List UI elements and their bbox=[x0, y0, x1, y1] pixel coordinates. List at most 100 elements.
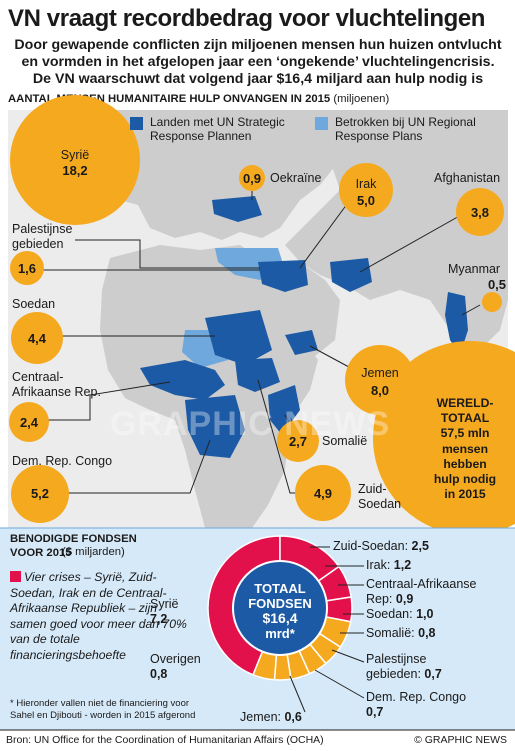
country-name-yemen: Jemen bbox=[361, 366, 399, 380]
wt-line: 57,5 mln bbox=[440, 426, 490, 441]
world-total-text: WERELD- TOTAAL 57,5 mln mensen hebben hu… bbox=[420, 396, 510, 502]
ring-name: Overigen bbox=[150, 652, 201, 666]
label-line: Afrikaanse Rep. bbox=[12, 385, 101, 399]
ring-label-soedan: Soedan: 1,0 bbox=[366, 607, 433, 622]
ring-name: Syrië bbox=[150, 597, 179, 611]
country-value-yemen: 8,0 bbox=[370, 383, 390, 398]
region-sudan bbox=[205, 310, 272, 365]
center-line: $16,4 bbox=[262, 610, 298, 626]
ring-value: 0,7 bbox=[366, 705, 384, 719]
region-yemen bbox=[285, 330, 318, 355]
note-swatch bbox=[10, 571, 21, 582]
subtitle-line: Door gewapende conflicten zijn miljoenen… bbox=[14, 37, 502, 53]
map-unit: (miljoenen) bbox=[333, 93, 390, 105]
ring-name: Irak: bbox=[366, 558, 391, 572]
ring-value: 0,8 bbox=[418, 626, 436, 640]
center-line: FONDSEN bbox=[248, 596, 312, 611]
ring-label-car: Centraal-Afrikaanse Rep: 0,9 bbox=[366, 577, 476, 607]
country-value-sudan: 4,4 bbox=[27, 331, 47, 346]
funding-unit: ($ miljarden) bbox=[62, 546, 125, 558]
wt-line: WERELD- bbox=[436, 396, 494, 410]
donut-slice bbox=[273, 653, 292, 681]
bubble-afghanistan bbox=[456, 188, 504, 236]
ring-name: Centraal-Afrikaanse bbox=[366, 577, 477, 591]
leader-line-car bbox=[40, 381, 171, 421]
country-name-car: Centraal- Afrikaanse Rep. bbox=[12, 370, 101, 400]
ring-value: 2,5 bbox=[411, 539, 429, 553]
watermark: GRAPHIC NEWS bbox=[110, 405, 391, 443]
wt-line: hulp nodig bbox=[433, 472, 497, 487]
footnote: * Hieronder vallen niet de financiering … bbox=[10, 698, 196, 721]
legend-line: Betrokken bij UN Regional bbox=[335, 115, 476, 129]
ring-label-syrie: Syrië 7,2 bbox=[150, 597, 195, 627]
country-name-afghanistan: Afghanistan bbox=[434, 171, 501, 185]
ring-label-drc: Dem. Rep. Congo 0,7 bbox=[366, 690, 466, 720]
label-line: gebieden bbox=[12, 237, 64, 251]
label-line: Soedan bbox=[358, 497, 402, 511]
region-afghanistan bbox=[330, 258, 372, 292]
country-name-ukraine: Oekraïne bbox=[270, 171, 322, 185]
note-text: Vier crises – Syrië, Zuid-Soedan, Irak e… bbox=[10, 570, 187, 662]
funding-donut bbox=[207, 535, 353, 681]
ring-value: 0,7 bbox=[424, 667, 442, 681]
ring-name: Jemen: bbox=[240, 710, 281, 724]
country-value-afghanistan: 3,8 bbox=[470, 205, 490, 220]
country-value-palestine: 1,6 bbox=[17, 261, 37, 276]
region-south-sudan bbox=[235, 358, 280, 392]
subtitle: Door gewapende conflicten zijn miljoenen… bbox=[8, 37, 508, 88]
source-credit: Bron: UN Office for the Coordination of … bbox=[6, 734, 324, 746]
wt-line: in 2015 bbox=[444, 487, 486, 502]
ring-value: 1,0 bbox=[416, 607, 434, 621]
country-name-sudan: Soedan bbox=[12, 297, 56, 311]
ring-label-irak: Irak: 1,2 bbox=[366, 558, 411, 573]
bubble-myanmar bbox=[482, 292, 502, 312]
center-line: mrd* bbox=[265, 626, 295, 641]
bubble-ukraine bbox=[239, 165, 265, 191]
ring-label-jemen: Jemen: 0,6 bbox=[240, 710, 302, 725]
bubble-somalia bbox=[277, 420, 319, 462]
country-value-ukraine: 0,9 bbox=[242, 171, 262, 186]
subtitle-line: De VN waarschuwt dat volgend jaar $16,4 … bbox=[32, 71, 484, 87]
ring-name: Soedan: bbox=[366, 607, 413, 621]
country-name-somalia: Somalië bbox=[322, 434, 368, 448]
label-line: Zuid- bbox=[358, 482, 387, 496]
ring-name: gebieden: bbox=[366, 667, 421, 681]
country-name-drc: Dem. Rep. Congo bbox=[12, 454, 113, 468]
leader-ring-drc bbox=[314, 669, 365, 699]
ring-value: 1,2 bbox=[393, 558, 412, 572]
legend-item-strategic: Landen met UN Strategic Response Plannen bbox=[130, 115, 300, 153]
country-name-iraq: Irak bbox=[355, 177, 377, 191]
leader-line-syria bbox=[75, 239, 260, 269]
leader-line-iraq bbox=[299, 199, 351, 269]
ring-name: Palestijnse bbox=[366, 652, 427, 666]
country-name-palestine: Palestijnse gebieden bbox=[12, 222, 72, 252]
bubble-iraq bbox=[339, 163, 393, 217]
country-name-south-sudan: Zuid- Soedan bbox=[358, 482, 401, 512]
region-myanmar bbox=[445, 292, 468, 355]
ring-label-somalie: Somalië: 0,8 bbox=[366, 626, 436, 641]
country-value-somalia: 2,7 bbox=[288, 434, 308, 449]
ring-name: Dem. Rep. Congo bbox=[366, 690, 467, 704]
leader-line-afghanistan bbox=[359, 209, 471, 273]
country-name-myanmar: Myanmar bbox=[448, 262, 501, 276]
country-value-car: 2,4 bbox=[19, 415, 39, 430]
subtitle-line: en vormden in het afgelopen jaar een ‘on… bbox=[21, 54, 495, 70]
legend-line: Response Plans bbox=[335, 129, 423, 143]
map-land-europe bbox=[100, 110, 340, 240]
region-syria-iraq bbox=[258, 260, 308, 292]
wt-line: mensen bbox=[441, 441, 489, 456]
funding-note: Vier crises – Syrië, Zuid-Soedan, Irak e… bbox=[10, 570, 195, 663]
country-value-myanmar: 0,5 bbox=[487, 277, 507, 292]
leader-line-myanmar bbox=[461, 304, 481, 316]
legend-line: Landen met UN Strategic bbox=[150, 115, 285, 129]
donut-center-text: TOTAAL FONDSEN $16,4 mrd* bbox=[233, 581, 327, 641]
legend-swatch-dark-blue bbox=[130, 117, 143, 130]
ring-label-zuid-soedan: Zuid-Soedan: 2,5 bbox=[333, 539, 429, 554]
ring-value: 7,2 bbox=[150, 612, 168, 626]
page-title: VN vraagt recordbedrag voor vluchtelinge… bbox=[8, 5, 486, 32]
region-drc bbox=[185, 395, 245, 458]
ring-label-overigen: Overigen 0,8 bbox=[150, 652, 201, 682]
graphic-news-credit: © GRAPHIC NEWS bbox=[414, 734, 507, 746]
country-value-drc: 5,2 bbox=[30, 486, 50, 501]
bubble-world-total bbox=[373, 341, 515, 535]
